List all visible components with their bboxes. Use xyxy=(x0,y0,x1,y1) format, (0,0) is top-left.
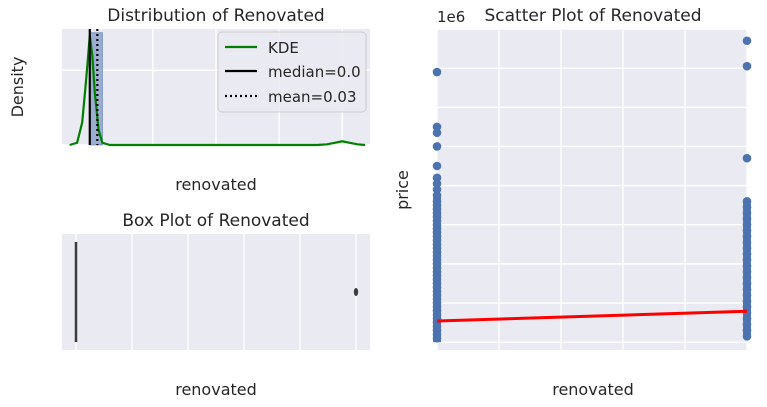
scatter-y-multiplier: 1e6 xyxy=(437,8,465,26)
boxplot-x-label: renovated xyxy=(175,380,257,399)
boxplot-marks xyxy=(74,242,359,342)
legend-box xyxy=(217,31,367,113)
distribution-lines xyxy=(69,29,366,147)
regression-line xyxy=(436,309,748,323)
scatter-y-label: price xyxy=(393,170,412,210)
scatter-point xyxy=(432,122,442,132)
distribution-legend: KDE median=0.0 mean=0.03 xyxy=(217,31,367,113)
scatter-points xyxy=(432,36,752,343)
scatter-axes-background xyxy=(437,29,747,350)
scatter-point xyxy=(742,61,752,71)
distribution-panel: Distribution of Renovated renovated Dens… xyxy=(8,6,370,194)
scatter-point xyxy=(742,36,752,46)
scatter-regression xyxy=(436,309,748,323)
scatter-panel: Scatter Plot of Renovated 1e6 renovated … xyxy=(393,6,752,399)
scatter-point xyxy=(742,153,752,163)
distribution-x-label: renovated xyxy=(175,175,257,194)
kde-line xyxy=(69,35,366,147)
boxplot-panel: Box Plot of Renovated renovated xyxy=(62,211,370,399)
distribution-title: Distribution of Renovated xyxy=(107,6,324,26)
scatter-point xyxy=(742,196,752,206)
scatter-point xyxy=(432,142,442,151)
legend-mean-label: mean=0.03 xyxy=(268,88,357,106)
legend-median-label: median=0.0 xyxy=(268,63,361,81)
boxplot-axes-background xyxy=(62,234,370,350)
scatter-point xyxy=(432,67,442,77)
scatter-title: Scatter Plot of Renovated xyxy=(484,6,701,26)
scatter-point xyxy=(432,161,442,171)
distribution-y-label: Density xyxy=(8,57,27,118)
scatter-point xyxy=(432,173,442,183)
boxplot-title: Box Plot of Renovated xyxy=(122,211,309,231)
legend-kde-label: KDE xyxy=(268,39,299,57)
scatter-x-label: renovated xyxy=(552,380,634,399)
box-outlier xyxy=(353,288,359,296)
